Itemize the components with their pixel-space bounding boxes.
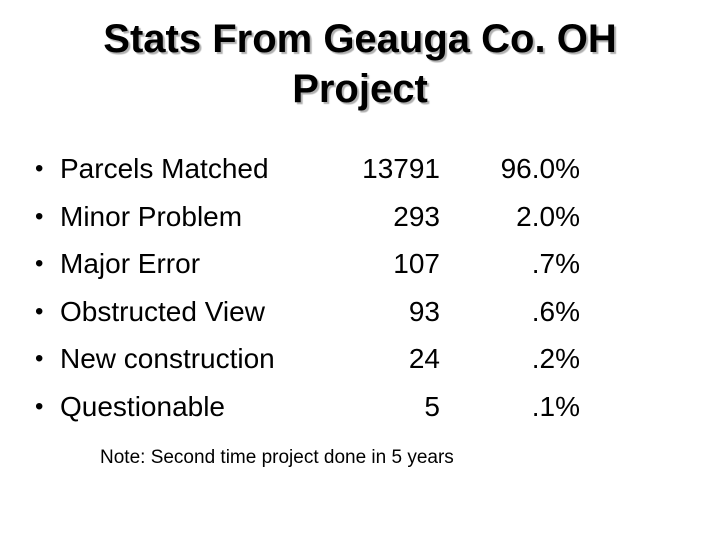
- stat-label: New construction: [60, 343, 275, 374]
- title-line-1: Stats From Geauga Co. OH: [103, 17, 617, 61]
- stat-label: Obstructed View: [60, 295, 265, 327]
- stat-percent: .2%: [531, 343, 580, 374]
- stat-count: 107: [393, 248, 440, 279]
- list-item: • Parcels Matched 13791 96.0%: [35, 145, 580, 193]
- title-line-2: Project: [292, 67, 428, 111]
- bullet-icon: •: [35, 345, 44, 372]
- stat-percent: 96.0%: [500, 153, 580, 184]
- stats-list: • Parcels Matched 13791 96.0% • Minor Pr…: [35, 145, 580, 430]
- stat-label: Questionable: [60, 390, 226, 422]
- stat-percent: .7%: [531, 248, 580, 279]
- list-item: • Questionable 5 .1%: [35, 383, 580, 431]
- page-title: Stats From Geauga Co. OH Project: [0, 14, 720, 114]
- stat-percent: .6%: [531, 295, 580, 327]
- footnote: Note: Second time project done in 5 year…: [100, 447, 454, 468]
- stat-count: 5: [424, 390, 440, 422]
- stat-count: 24: [408, 343, 440, 374]
- list-item: • Minor Problem 293 2.0%: [35, 193, 580, 241]
- stat-label: Minor Problem: [60, 200, 243, 232]
- stat-percent: .1%: [531, 390, 580, 422]
- list-item: • New construction 24 .2%: [35, 335, 580, 383]
- bullet-icon: •: [35, 392, 44, 420]
- stat-count: 13791: [362, 153, 440, 184]
- stat-count: 293: [393, 200, 440, 232]
- stat-label: Parcels Matched: [60, 153, 269, 184]
- bullet-icon: •: [35, 155, 44, 182]
- stat-percent: 2.0%: [516, 200, 580, 232]
- bullet-icon: •: [35, 297, 44, 325]
- list-item: • Major Error 107 .7%: [35, 240, 580, 288]
- bullet-icon: •: [35, 202, 44, 230]
- bullet-icon: •: [35, 250, 44, 277]
- stat-count: 93: [408, 295, 440, 327]
- stat-label: Major Error: [60, 248, 201, 279]
- list-item: • Obstructed View 93 .6%: [35, 288, 580, 336]
